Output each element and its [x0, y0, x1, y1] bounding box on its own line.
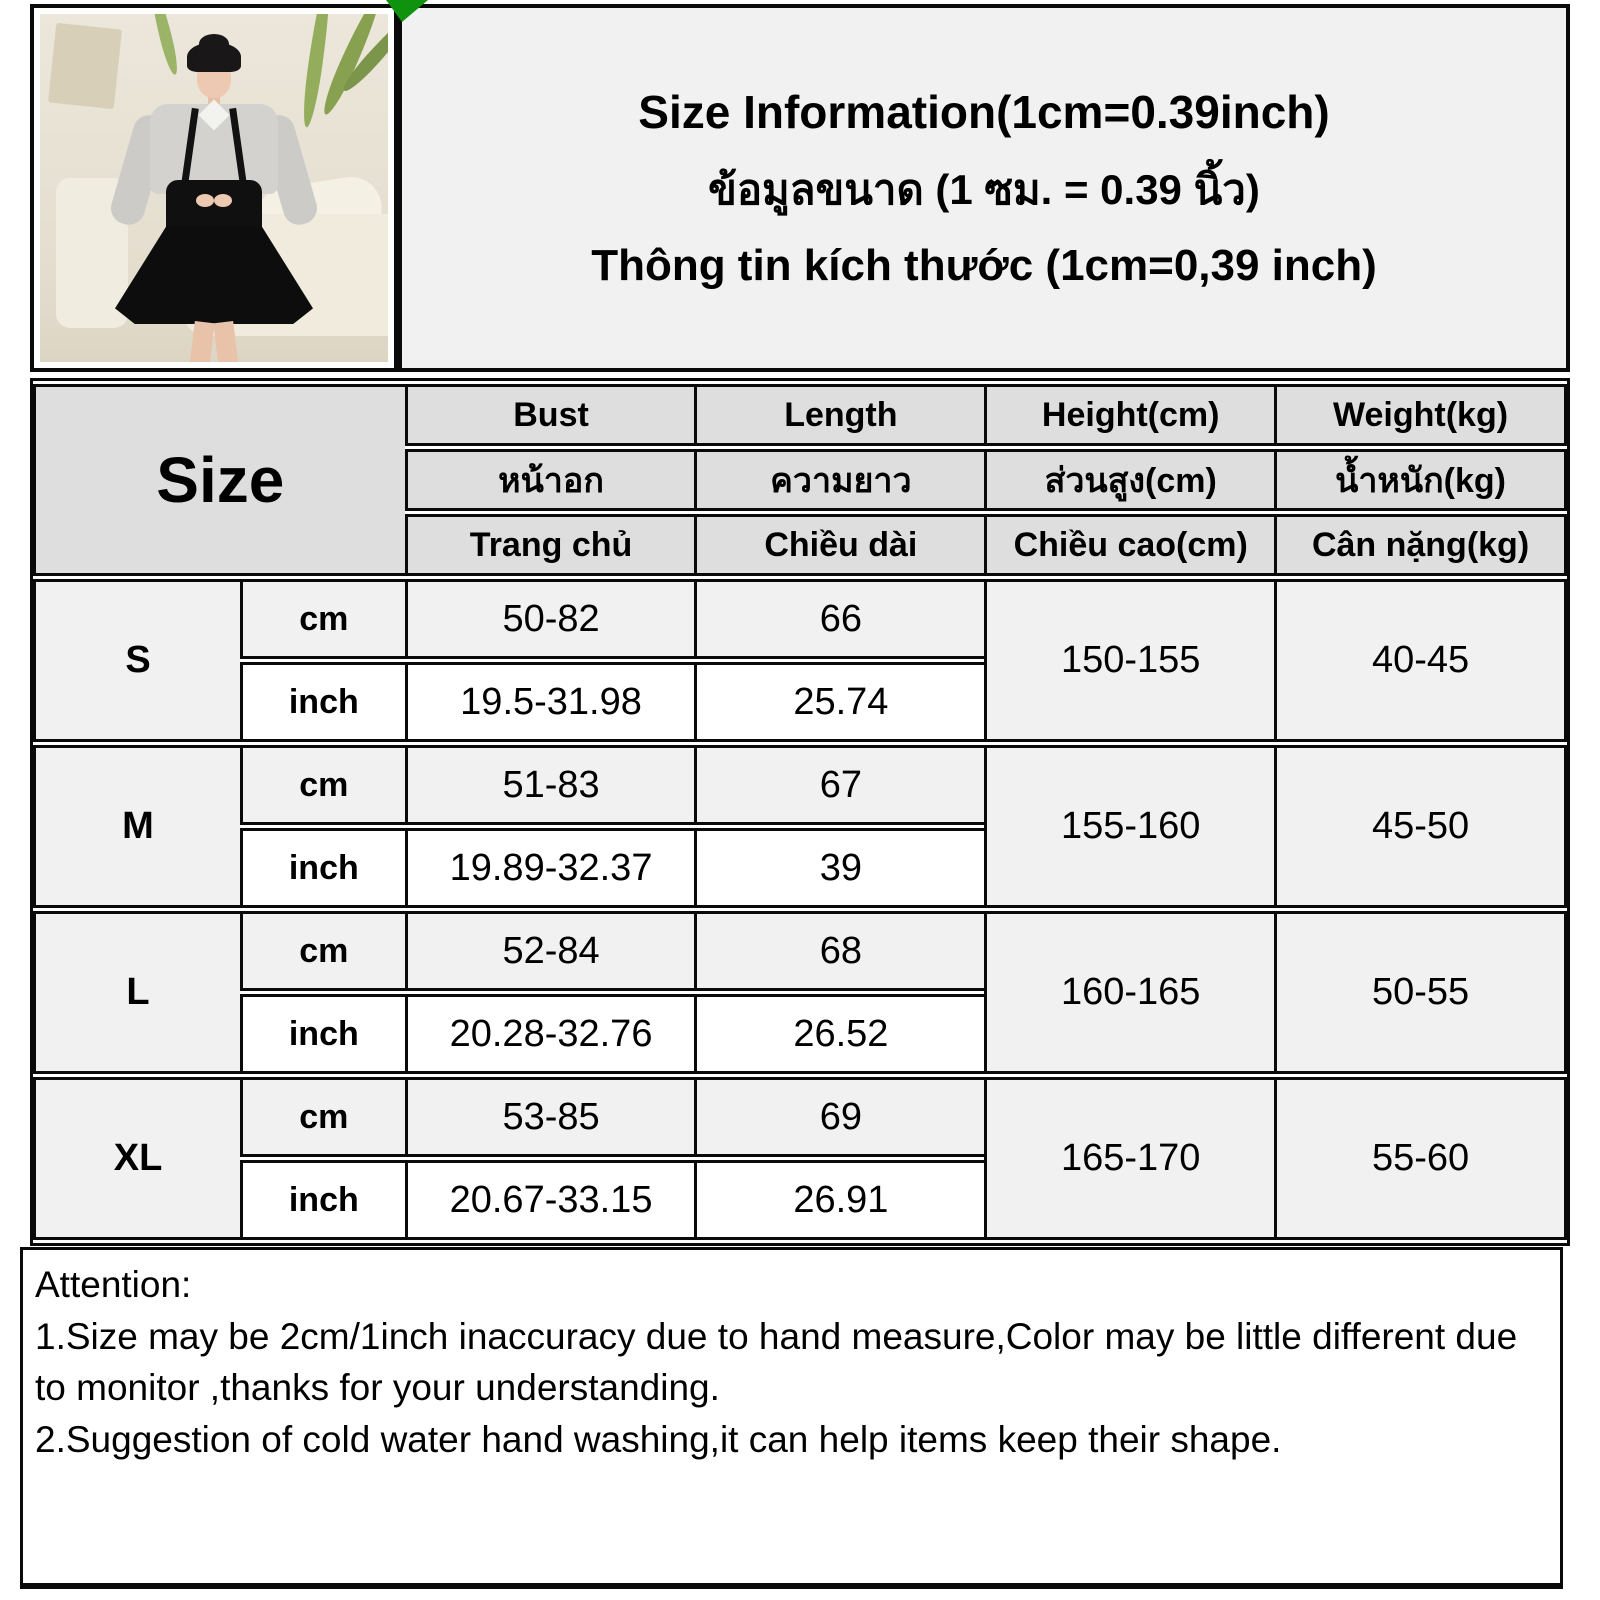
bust-inch-s: 19.5-31.98 — [404, 662, 695, 742]
col-weight-th: น้ำหนัก(kg) — [1274, 449, 1567, 511]
unit-label-inch: inch — [240, 1160, 405, 1240]
title-english: Size Information(1cm=0.39inch) — [638, 86, 1330, 138]
length-cm-l: 68 — [694, 911, 985, 991]
model-hair-bun — [199, 34, 229, 54]
model-figure — [107, 34, 321, 362]
title-vietnamese: Thông tin kích thước (1cm=0,39 inch) — [591, 241, 1377, 290]
bust-inch-xl: 20.67-33.15 — [404, 1160, 695, 1240]
size-header: Size — [33, 384, 405, 576]
length-cm-xl: 69 — [694, 1077, 985, 1157]
col-length-vi: Chiều dài — [694, 514, 985, 576]
bust-cm-s: 50-82 — [404, 579, 695, 659]
unit-label-cm: cm — [240, 1077, 405, 1157]
size-row-label-l: L — [33, 911, 241, 1074]
col-height-th: ส่วนสูง(cm) — [984, 449, 1275, 511]
product-photo-scene — [40, 14, 388, 362]
col-height-en: Height(cm) — [984, 384, 1275, 446]
size-table-grid: Size Bust Length Height(cm) Weight(kg) ห… — [33, 381, 1567, 1243]
model-leg-right — [213, 320, 239, 362]
unit-label-cm: cm — [240, 911, 405, 991]
model-hand-left — [196, 194, 214, 207]
height-s: 150-155 — [984, 579, 1275, 742]
unit-label-inch: inch — [240, 662, 405, 742]
height-m: 155-160 — [984, 745, 1275, 908]
unit-label-cm: cm — [240, 745, 405, 825]
size-table: Size Bust Length Height(cm) Weight(kg) ห… — [30, 378, 1570, 1246]
bust-cm-l: 52-84 — [404, 911, 695, 991]
col-bust-th: หน้าอก — [404, 449, 695, 511]
unit-label-cm: cm — [240, 579, 405, 659]
unit-label-inch: inch — [240, 994, 405, 1074]
product-photo — [30, 4, 398, 372]
bust-cm-m: 51-83 — [404, 745, 695, 825]
col-length-en: Length — [694, 384, 985, 446]
weight-s: 40-45 — [1274, 579, 1567, 742]
black-corset-waist — [166, 180, 262, 230]
col-weight-vi: Cân nặng(kg) — [1274, 514, 1567, 576]
weight-m: 45-50 — [1274, 745, 1567, 908]
black-skirt — [115, 226, 313, 324]
bust-inch-l: 20.28-32.76 — [404, 994, 695, 1074]
col-weight-en: Weight(kg) — [1274, 384, 1567, 446]
corner-flag-icon — [386, 0, 428, 22]
attention-heading: Attention: — [35, 1264, 192, 1305]
bust-inch-m: 19.89-32.37 — [404, 828, 695, 908]
length-cm-s: 66 — [694, 579, 985, 659]
model-leg-left — [189, 320, 215, 362]
length-cm-m: 67 — [694, 745, 985, 825]
length-inch-xl: 26.91 — [694, 1160, 985, 1240]
attention-box: Attention: 1.Size may be 2cm/1inch inacc… — [20, 1247, 1563, 1589]
unit-label-inch: inch — [240, 828, 405, 908]
height-l: 160-165 — [984, 911, 1275, 1074]
length-inch-l: 26.52 — [694, 994, 985, 1074]
col-bust-vi: Trang chủ — [404, 514, 695, 576]
height-xl: 165-170 — [984, 1077, 1275, 1240]
length-inch-s: 25.74 — [694, 662, 985, 742]
size-row-label-m: M — [33, 745, 241, 908]
col-length-th: ความยาว — [694, 449, 985, 511]
title-thai: ข้อมูลขนาด (1 ซม. = 0.39 นิ้ว) — [708, 166, 1260, 213]
weight-l: 50-55 — [1274, 911, 1567, 1074]
weight-xl: 55-60 — [1274, 1077, 1567, 1240]
wall-poster — [47, 22, 123, 110]
attention-note-2: 2.Suggestion of cold water hand washing,… — [35, 1418, 1282, 1460]
col-height-vi: Chiều cao(cm) — [984, 514, 1275, 576]
bust-cm-xl: 53-85 — [404, 1077, 695, 1157]
size-row-label-xl: XL — [33, 1077, 241, 1240]
size-row-label-s: S — [33, 579, 241, 742]
title-box: Size Information(1cm=0.39inch) ข้อมูลขนา… — [398, 4, 1570, 372]
col-bust-en: Bust — [404, 384, 695, 446]
attention-note-1: 1.Size may be 2cm/1inch inaccuracy due t… — [35, 1316, 1518, 1408]
length-inch-m: 39 — [694, 828, 985, 908]
model-hand-right — [214, 194, 232, 207]
